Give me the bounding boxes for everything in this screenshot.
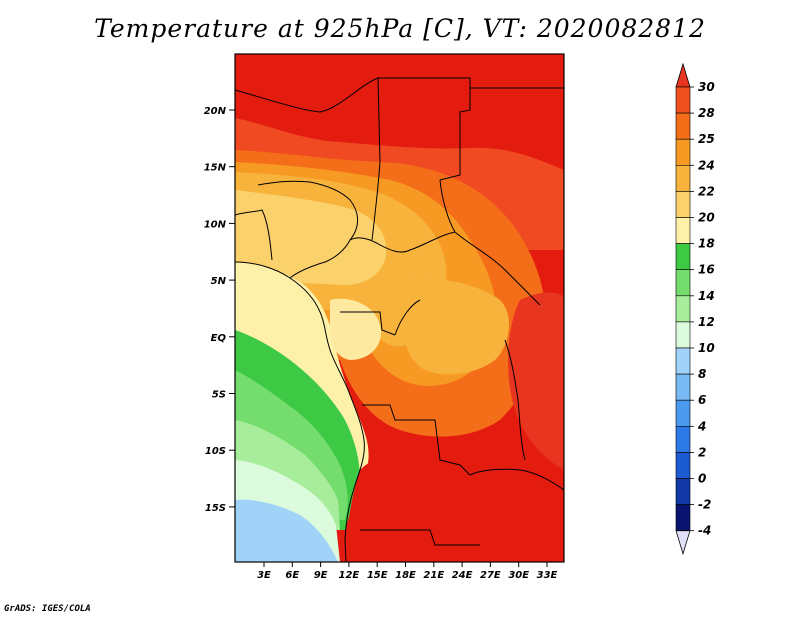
lat-tick-label: 5S xyxy=(212,390,226,401)
colorbar-bin xyxy=(675,478,691,505)
colorbar-bin xyxy=(675,425,691,453)
colorbar-label: 25 xyxy=(698,132,715,146)
colorbar-label: -2 xyxy=(698,498,711,512)
field-8-10 xyxy=(235,499,338,562)
borders xyxy=(235,77,564,562)
border-angola xyxy=(362,404,471,476)
lon-tick-label: 3E xyxy=(257,570,271,581)
border-drc-north xyxy=(394,299,421,336)
border-nigeria-niger xyxy=(257,180,358,241)
lon-tick-label: 12E xyxy=(339,570,360,581)
lon-tick-label: 33E xyxy=(537,570,558,581)
border-chad-east xyxy=(439,179,456,233)
map-frame xyxy=(234,53,565,563)
field-22-24-east xyxy=(403,278,510,375)
colorbar-bin xyxy=(675,86,691,114)
colorbar-label: 14 xyxy=(698,289,715,303)
colorbar-bin xyxy=(675,191,691,218)
field-20-22 xyxy=(235,190,387,285)
border-egypt-sudan xyxy=(378,77,471,181)
colorbar-bin xyxy=(675,452,691,479)
grads-credit: GrADS: IGES/COLA xyxy=(4,604,91,614)
lat-tick-label: 10N xyxy=(204,219,227,230)
field-18-20-inland xyxy=(329,298,381,360)
lat-tick-label: 5N xyxy=(211,276,227,287)
border-south-sudan xyxy=(454,231,541,306)
lat-tick-label: 20N xyxy=(204,106,227,117)
temperature-field xyxy=(235,54,564,562)
colorbar-label: 0 xyxy=(698,472,706,486)
field-south-hot xyxy=(345,453,564,562)
lon-tick-label: 15E xyxy=(367,570,388,581)
colorbar-label: 4 xyxy=(697,419,706,433)
colorbar-label: 6 xyxy=(698,393,706,407)
lon-tick-label: 18E xyxy=(395,570,416,581)
colorbar-label: 10 xyxy=(698,341,715,355)
colorbar-bin xyxy=(675,138,691,166)
border-nigeria xyxy=(289,239,351,279)
border-car xyxy=(349,231,456,253)
lon-tick-label: 21E xyxy=(423,570,444,581)
colorbar-bin xyxy=(675,373,691,401)
colorbar-bin xyxy=(675,295,691,323)
colorbar-bin xyxy=(675,269,691,297)
colorbar-bottom-arrow xyxy=(675,530,691,556)
lon-tick-label: 6E xyxy=(285,570,299,581)
border-libya-niger xyxy=(235,77,381,163)
colorbar-label: 18 xyxy=(698,237,715,251)
lat-tick-label: EQ xyxy=(211,333,227,344)
colorbar-bin xyxy=(675,504,691,532)
lat-tick-label: 15N xyxy=(204,163,227,174)
latitude-axis: 20N 15N 10N 5N EQ 5S 10S 15S xyxy=(204,106,235,514)
colorbar-label: 20 xyxy=(698,211,715,225)
lon-tick-label: 24E xyxy=(452,570,473,581)
colorbar-bin xyxy=(675,112,691,140)
colorbar-label: 8 xyxy=(698,367,706,381)
lat-tick-label: 15S xyxy=(205,503,226,514)
colorbar-label: 24 xyxy=(698,158,715,172)
border-benin xyxy=(235,209,273,261)
colorbar-label: 28 xyxy=(698,106,715,120)
border-zambia xyxy=(469,468,564,491)
colorbar-label: 30 xyxy=(698,80,715,94)
colorbar-bin xyxy=(675,347,691,375)
coastline xyxy=(235,261,365,562)
colorbar-label: 22 xyxy=(698,184,715,198)
colorbar-top-arrow xyxy=(675,62,691,88)
longitude-axis: 3E 6E 9E 12E 15E 18E 21E 24E 27E 30E 33E xyxy=(257,562,558,581)
colorbar-label: 16 xyxy=(698,263,715,277)
colorbar-bin xyxy=(675,243,691,271)
lon-tick-label: 27E xyxy=(480,570,501,581)
map-title: Temperature at 925hPa [C], VT: 202008281… xyxy=(94,14,706,43)
colorbar-label: -4 xyxy=(698,524,711,538)
colorbar-bin xyxy=(675,399,691,427)
colorbar-label: 2 xyxy=(698,445,706,459)
lat-tick-label: 10S xyxy=(205,446,226,457)
colorbar-bin xyxy=(675,217,691,244)
colorbar-bin xyxy=(675,321,691,349)
lon-tick-label: 9E xyxy=(314,570,328,581)
border-chad-west xyxy=(371,161,381,241)
colorbar-bin xyxy=(675,165,691,192)
border-gabon-congo xyxy=(340,311,396,336)
colorbar-label: 12 xyxy=(698,315,715,329)
lon-tick-label: 30E xyxy=(508,570,529,581)
border-namibia xyxy=(360,529,480,546)
border-lakes xyxy=(504,339,526,461)
field-east-hot xyxy=(508,292,564,470)
